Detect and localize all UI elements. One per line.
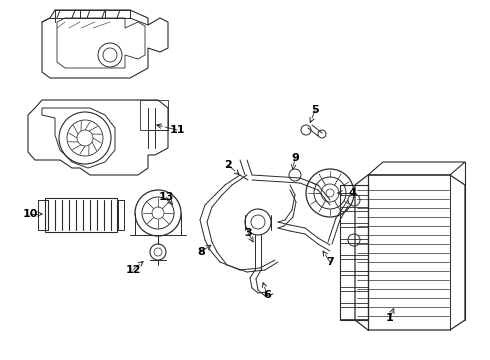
Bar [340,259,368,271]
Bar [118,200,124,230]
Bar [38,200,48,230]
Text: 1: 1 [386,313,394,323]
Text: 9: 9 [291,153,299,163]
Bar [340,227,368,239]
Text: 10: 10 [23,209,38,219]
Bar [340,243,368,255]
Bar [140,100,168,130]
Text: 11: 11 [169,125,185,135]
Bar [340,291,368,303]
Text: 3: 3 [244,228,252,238]
Text: 12: 12 [125,265,141,275]
Bar [340,195,368,207]
Text: 7: 7 [326,257,334,267]
Bar [45,198,117,232]
Text: 6: 6 [263,290,271,300]
Bar [340,275,368,287]
Bar [340,211,368,223]
Text: 8: 8 [197,247,205,257]
Text: 13: 13 [158,192,173,202]
Bar [340,307,368,319]
Text: 4: 4 [348,188,356,198]
Text: 2: 2 [224,160,232,170]
Text: 5: 5 [311,105,319,115]
